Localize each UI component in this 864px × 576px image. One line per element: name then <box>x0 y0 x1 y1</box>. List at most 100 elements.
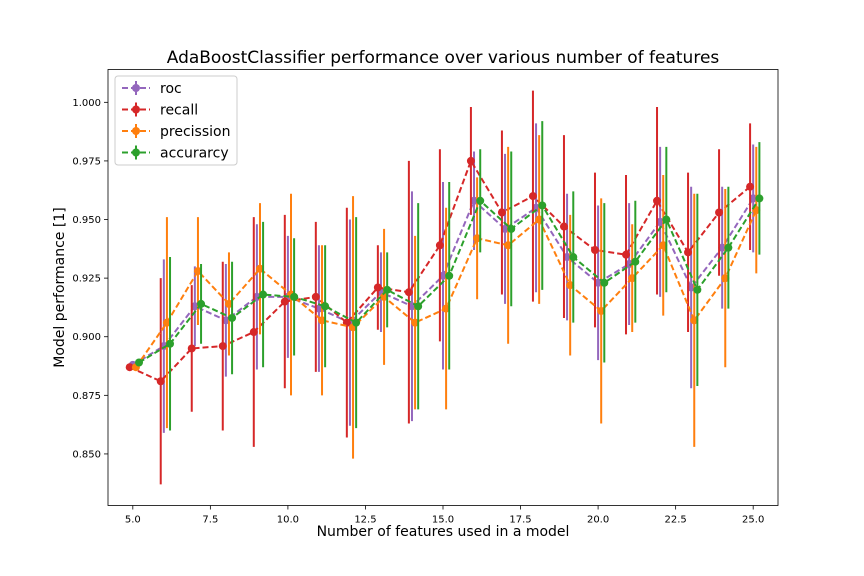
x-tick-label: 22.5 <box>665 515 687 526</box>
data-point <box>528 192 537 201</box>
data-point <box>659 241 668 250</box>
data-point <box>755 194 764 203</box>
data-point <box>532 203 541 212</box>
data-point <box>687 283 696 292</box>
data-point <box>352 318 361 327</box>
data-point <box>255 264 264 273</box>
data-point <box>218 342 227 351</box>
data-point <box>249 328 258 337</box>
data-point <box>559 222 568 231</box>
data-point <box>435 241 444 250</box>
data-point <box>622 250 631 259</box>
series-layer <box>125 90 764 485</box>
data-point <box>718 243 727 252</box>
data-point <box>197 299 206 308</box>
data-point <box>439 271 447 280</box>
legend-label: accurarcy <box>160 146 229 162</box>
data-point <box>187 344 196 353</box>
series-recall <box>125 90 755 485</box>
data-point <box>125 363 134 372</box>
legend-label: precission <box>160 124 230 140</box>
data-point <box>166 339 175 348</box>
data-point <box>445 271 454 280</box>
data-point <box>404 288 413 297</box>
data-point <box>690 316 699 325</box>
data-point <box>597 306 606 315</box>
x-tick-label: 7.5 <box>202 515 218 526</box>
data-point <box>507 224 516 233</box>
data-point <box>715 208 724 217</box>
series-roc <box>128 123 758 433</box>
data-point <box>414 302 423 311</box>
data-point <box>135 358 144 367</box>
x-tick-label: 17.5 <box>509 515 531 526</box>
data-point <box>318 316 327 325</box>
y-tick-label: 0.950 <box>72 215 101 226</box>
x-tick-label: 12.5 <box>354 515 376 526</box>
data-point <box>442 304 451 313</box>
data-point <box>569 253 578 262</box>
data-point <box>497 208 506 217</box>
data-point <box>628 274 637 283</box>
legend-label: roc <box>160 81 182 97</box>
y-axis: 0.850 0.875 0.900 0.925 0.950 0.975 1.000 <box>72 98 108 460</box>
data-point <box>228 313 237 322</box>
legend-label: recall <box>160 103 198 119</box>
data-point <box>724 243 733 252</box>
data-point <box>600 278 609 287</box>
data-point <box>625 260 634 269</box>
data-point <box>594 278 603 287</box>
data-point <box>190 302 199 311</box>
data-point <box>473 234 482 243</box>
data-point <box>566 281 575 290</box>
x-tick-label: 5.0 <box>125 515 141 526</box>
y-tick-label: 0.875 <box>72 391 101 402</box>
data-point <box>280 297 289 306</box>
data-point <box>221 316 230 325</box>
series-accurarcy <box>135 121 764 431</box>
data-point <box>535 215 544 224</box>
x-tick-label: 20.0 <box>587 515 609 526</box>
x-tick-label: 10.0 <box>277 515 299 526</box>
data-point <box>162 318 171 327</box>
data-point <box>259 290 268 299</box>
data-point <box>656 217 665 226</box>
x-axis: 5.0 7.5 10.0 12.5 15.0 17.5 20.0 22.5 25.0 <box>125 505 764 526</box>
series-line <box>129 158 751 383</box>
legend-marker <box>132 84 140 92</box>
x-tick-label: 25.0 <box>742 515 764 526</box>
data-point <box>466 156 475 165</box>
chart-title: AdaBoostClassifier performance over vari… <box>167 48 720 68</box>
data-point <box>563 253 572 262</box>
y-tick-label: 0.850 <box>72 449 101 460</box>
y-tick-label: 0.900 <box>72 332 101 343</box>
data-point <box>662 215 671 224</box>
x-tick-label: 15.0 <box>432 515 454 526</box>
legend-marker <box>132 105 140 114</box>
data-point <box>290 292 299 301</box>
data-point <box>470 196 479 205</box>
data-point <box>193 267 202 276</box>
y-tick-label: 0.925 <box>72 274 101 285</box>
data-point <box>746 182 755 191</box>
x-axis-label: Number of features used in a model <box>317 524 570 540</box>
legend-frame <box>114 75 238 166</box>
data-point <box>684 248 693 257</box>
data-point <box>159 342 168 351</box>
data-point <box>631 257 640 266</box>
data-point <box>156 377 165 386</box>
data-point <box>504 241 513 250</box>
data-point <box>321 302 330 311</box>
data-point <box>224 299 233 308</box>
y-tick-label: 0.975 <box>72 156 101 167</box>
data-point <box>653 196 662 205</box>
data-point <box>476 196 485 205</box>
data-point <box>311 292 320 301</box>
data-point <box>538 201 547 210</box>
data-point <box>590 245 599 254</box>
data-point <box>314 304 323 313</box>
data-point <box>693 285 702 294</box>
data-point <box>383 285 392 294</box>
data-point <box>373 283 382 292</box>
data-point <box>501 224 510 233</box>
